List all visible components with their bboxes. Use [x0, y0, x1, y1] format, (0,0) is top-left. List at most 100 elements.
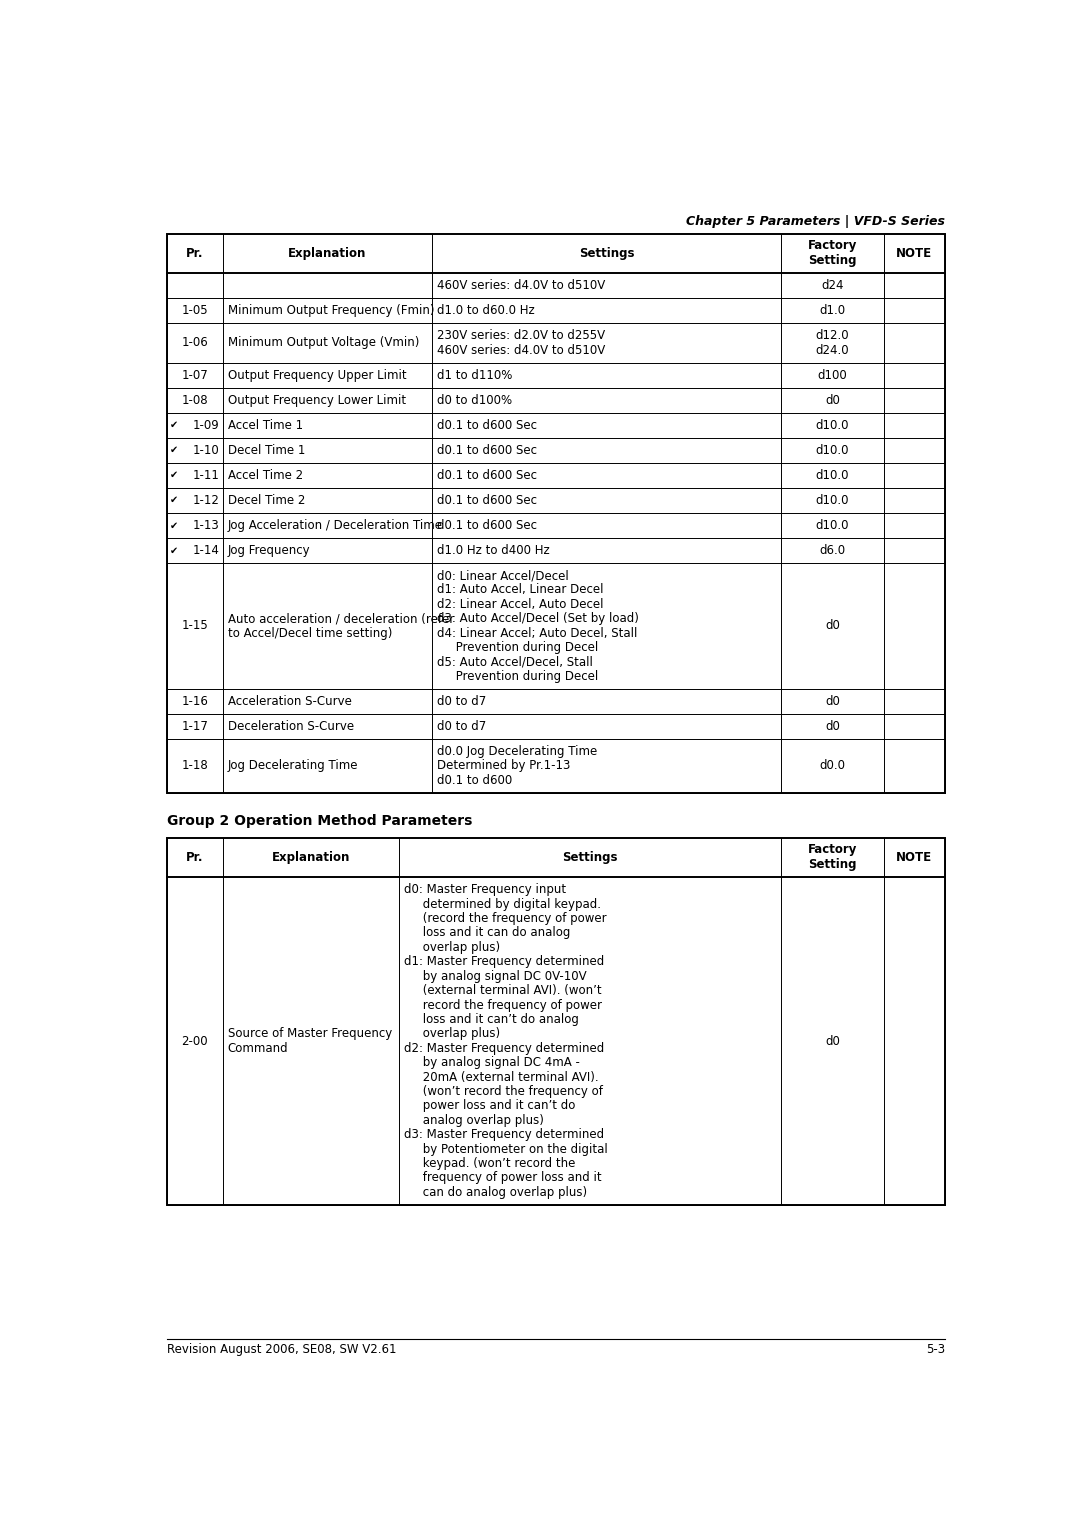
Text: d12.0: d12.0 [815, 330, 849, 342]
Text: 460V series: d4.0V to d510V: 460V series: d4.0V to d510V [437, 279, 605, 291]
Text: determined by digital keypad.: determined by digital keypad. [404, 897, 602, 911]
Text: 2-00: 2-00 [181, 1034, 208, 1048]
Text: d0: d0 [825, 1034, 840, 1048]
Text: power loss and it can’t do: power loss and it can’t do [404, 1100, 576, 1112]
Text: d0 to d100%: d0 to d100% [437, 394, 512, 407]
Text: Jog Decelerating Time: Jog Decelerating Time [228, 759, 359, 773]
Text: d10.0: d10.0 [815, 469, 849, 482]
Text: 1-18: 1-18 [181, 759, 208, 773]
Text: 1-13: 1-13 [192, 518, 219, 532]
Text: Output Frequency Lower Limit: Output Frequency Lower Limit [228, 394, 406, 407]
Text: d24: d24 [821, 279, 843, 291]
Text: 1-06: 1-06 [181, 336, 208, 350]
Bar [166, 233, 945, 793]
Text: to Accel/Decel time setting): to Accel/Decel time setting) [228, 627, 392, 640]
Text: frequency of power loss and it: frequency of power loss and it [404, 1172, 602, 1184]
Text: d0: d0 [825, 695, 840, 707]
Text: Decel Time 1: Decel Time 1 [228, 443, 305, 457]
Text: Source of Master Frequency: Source of Master Frequency [228, 1028, 392, 1040]
Text: overlap plus): overlap plus) [404, 940, 500, 954]
Text: (record the frequency of power: (record the frequency of power [404, 913, 607, 925]
Text: Prevention during Decel: Prevention during Decel [437, 641, 598, 653]
Text: by analog signal DC 0V-10V: by analog signal DC 0V-10V [404, 969, 586, 983]
Text: 5-3: 5-3 [926, 1342, 945, 1356]
Text: d10.0: d10.0 [815, 494, 849, 506]
Text: 1-05: 1-05 [181, 304, 208, 318]
Text: Accel Time 1: Accel Time 1 [228, 419, 302, 431]
Text: d0.1 to d600: d0.1 to d600 [437, 773, 512, 787]
Text: Explanation: Explanation [272, 851, 350, 864]
Text: 1-09: 1-09 [192, 419, 219, 431]
Text: 1-17: 1-17 [181, 719, 208, 733]
Text: (won’t record the frequency of: (won’t record the frequency of [404, 1085, 603, 1098]
Text: loss and it can’t do analog: loss and it can’t do analog [404, 1012, 579, 1026]
Text: d24.0: d24.0 [815, 344, 849, 356]
Text: ✔: ✔ [171, 520, 178, 531]
Text: ✔: ✔ [171, 420, 178, 430]
Text: by analog signal DC 4mA -: by analog signal DC 4mA - [404, 1055, 580, 1069]
Text: d4: Linear Accel; Auto Decel, Stall: d4: Linear Accel; Auto Decel, Stall [437, 627, 637, 640]
Text: analog overlap plus): analog overlap plus) [404, 1114, 544, 1127]
Bar [166, 838, 945, 1204]
Text: d2: Linear Accel, Auto Decel: d2: Linear Accel, Auto Decel [437, 598, 604, 611]
Text: Settings: Settings [563, 851, 618, 864]
Text: Determined by Pr.1-13: Determined by Pr.1-13 [437, 759, 570, 773]
Text: 20mA (external terminal AVI).: 20mA (external terminal AVI). [404, 1071, 598, 1083]
Text: 1-16: 1-16 [181, 695, 208, 707]
Text: d1: Auto Accel, Linear Decel: d1: Auto Accel, Linear Decel [437, 583, 604, 597]
Text: d10.0: d10.0 [815, 419, 849, 431]
Text: Minimum Output Frequency (Fmin): Minimum Output Frequency (Fmin) [228, 304, 434, 318]
Text: Pr.: Pr. [186, 247, 203, 259]
Text: Prevention during Decel: Prevention during Decel [437, 670, 598, 683]
Text: keypad. (won’t record the: keypad. (won’t record the [404, 1157, 576, 1170]
Text: Minimum Output Voltage (Vmin): Minimum Output Voltage (Vmin) [228, 336, 419, 350]
Bar [166, 233, 945, 793]
Text: d0.0: d0.0 [820, 759, 846, 773]
Text: overlap plus): overlap plus) [404, 1028, 500, 1040]
Text: d0 to d7: d0 to d7 [437, 695, 486, 707]
Text: d0.1 to d600 Sec: d0.1 to d600 Sec [437, 443, 537, 457]
Bar [166, 838, 945, 1204]
Text: d0: d0 [825, 394, 840, 407]
Text: Output Frequency Upper Limit: Output Frequency Upper Limit [228, 368, 406, 382]
Text: 1-08: 1-08 [181, 394, 208, 407]
Text: can do analog overlap plus): can do analog overlap plus) [404, 1186, 588, 1200]
Text: Decel Time 2: Decel Time 2 [228, 494, 305, 506]
Text: d0.1 to d600 Sec: d0.1 to d600 Sec [437, 494, 537, 506]
Text: NOTE: NOTE [896, 851, 932, 864]
Text: d1: Master Frequency determined: d1: Master Frequency determined [404, 956, 605, 968]
Text: ✔: ✔ [171, 495, 178, 505]
Text: d1.0 Hz to d400 Hz: d1.0 Hz to d400 Hz [437, 545, 550, 557]
Text: d1.0 to d60.0 Hz: d1.0 to d60.0 Hz [437, 304, 535, 318]
Text: Chapter 5 Parameters | VFD-S Series: Chapter 5 Parameters | VFD-S Series [686, 215, 945, 227]
Text: Jog Acceleration / Deceleration Time: Jog Acceleration / Deceleration Time [228, 518, 443, 532]
Text: ✔: ✔ [171, 546, 178, 555]
Text: d0 to d7: d0 to d7 [437, 719, 486, 733]
Text: 1-14: 1-14 [192, 545, 219, 557]
Text: Explanation: Explanation [288, 247, 366, 259]
Text: Group 2 Operation Method Parameters: Group 2 Operation Method Parameters [166, 815, 472, 828]
Text: Revision August 2006, SE08, SW V2.61: Revision August 2006, SE08, SW V2.61 [166, 1342, 396, 1356]
Text: d0: d0 [825, 620, 840, 632]
Text: record the frequency of power: record the frequency of power [404, 999, 603, 1011]
Text: Factory
Setting: Factory Setting [808, 239, 858, 267]
Text: d0: Master Frequency input: d0: Master Frequency input [404, 884, 566, 896]
Text: Pr.: Pr. [186, 851, 203, 864]
Text: d1.0: d1.0 [820, 304, 846, 318]
Text: 1-07: 1-07 [181, 368, 208, 382]
Text: d3: Auto Accel/Decel (Set by load): d3: Auto Accel/Decel (Set by load) [437, 612, 639, 626]
Text: loss and it can do analog: loss and it can do analog [404, 927, 570, 939]
Text: Factory
Setting: Factory Setting [808, 844, 858, 871]
Text: Deceleration S-Curve: Deceleration S-Curve [228, 719, 354, 733]
Text: d10.0: d10.0 [815, 518, 849, 532]
Text: d100: d100 [818, 368, 847, 382]
Text: d5: Auto Accel/Decel, Stall: d5: Auto Accel/Decel, Stall [437, 655, 593, 669]
Text: 1-11: 1-11 [192, 469, 219, 482]
Text: d0: Linear Accel/Decel: d0: Linear Accel/Decel [437, 569, 569, 581]
Text: d3: Master Frequency determined: d3: Master Frequency determined [404, 1127, 605, 1141]
Text: d0: d0 [825, 719, 840, 733]
Text: d6.0: d6.0 [820, 545, 846, 557]
Text: d0.1 to d600 Sec: d0.1 to d600 Sec [437, 419, 537, 431]
Text: 230V series: d2.0V to d255V: 230V series: d2.0V to d255V [437, 330, 605, 342]
Text: NOTE: NOTE [896, 247, 932, 259]
